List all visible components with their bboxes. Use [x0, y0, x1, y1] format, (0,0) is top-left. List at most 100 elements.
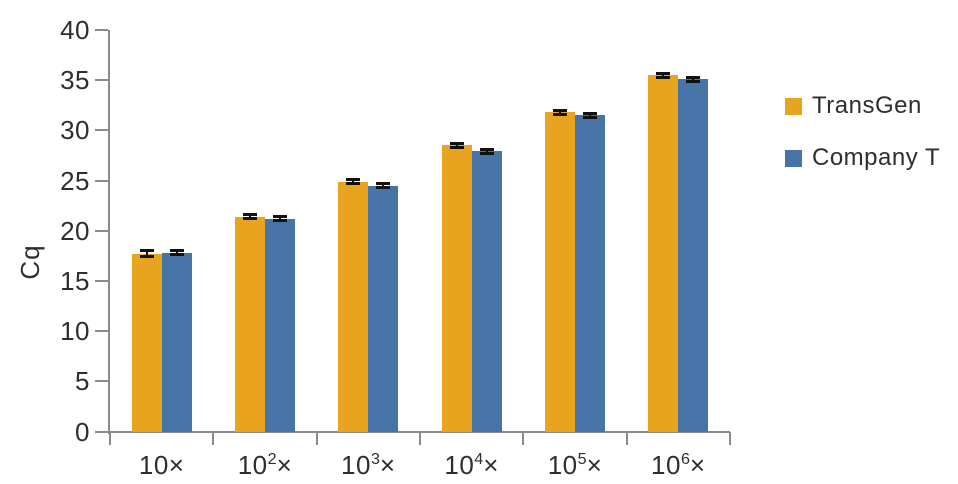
error-bar-stem	[692, 77, 695, 82]
error-bar-cap-top	[273, 215, 287, 219]
x-label-base: 10	[341, 450, 371, 480]
x-tick-mark	[729, 432, 731, 445]
x-label-times-sign: ×	[689, 450, 706, 480]
x-label-times-sign: ×	[586, 450, 603, 480]
error-bar-stem	[175, 250, 178, 255]
error-bar-cap-bottom	[686, 79, 701, 83]
error-bar-cap-top	[346, 178, 361, 182]
x-category-label: 105×	[523, 447, 626, 483]
x-label-exponent: 4	[474, 450, 484, 469]
x-label-exponent: 5	[577, 450, 587, 469]
bar-transgen-0	[131, 253, 162, 432]
y-axis-line	[108, 30, 110, 434]
x-label-times-sign: ×	[276, 450, 293, 480]
error-bar-cap-bottom	[656, 75, 671, 79]
y-tick-mark	[95, 380, 108, 383]
x-category-label: 104×	[420, 447, 523, 483]
error-bar-stem	[589, 113, 591, 118]
y-tick-label: 30	[60, 115, 90, 146]
error-bar-stem	[145, 250, 148, 257]
error-bar-cap-bottom	[169, 253, 184, 257]
error-bar-stem	[352, 179, 355, 184]
bar-transgen-4	[545, 112, 575, 432]
bar-company-t-1	[265, 218, 295, 432]
x-label-base: 10	[547, 450, 578, 480]
error-bar-cap-bottom	[553, 112, 567, 116]
x-label-exponent: 3	[370, 450, 380, 469]
error-bar-cap-bottom	[583, 115, 597, 119]
y-tick-label: 20	[60, 215, 90, 246]
bar-company-t-0	[161, 252, 192, 432]
y-tick-label: 0	[75, 416, 90, 447]
x-label-exponent: 2	[267, 450, 277, 469]
x-label-times-sign: ×	[483, 450, 499, 480]
x-tick-mark	[109, 432, 111, 445]
y-tick-label: 5	[75, 366, 90, 397]
x-tick-mark	[522, 432, 525, 445]
x-category-label: 103×	[317, 447, 420, 483]
error-bar-cap-top	[553, 108, 567, 112]
legend-label-company-t: Company T	[812, 144, 941, 171]
x-label-exponent: 6	[680, 450, 690, 469]
error-bar-cap-bottom	[376, 186, 391, 190]
error-bar-stem	[662, 73, 665, 78]
y-tick-mark	[95, 29, 108, 31]
bar-company-t-4	[575, 115, 605, 432]
error-bar-cap-top	[243, 213, 257, 217]
y-tick-label: 25	[60, 165, 90, 196]
bar-transgen-2	[338, 181, 369, 432]
error-bar-stem	[279, 216, 281, 221]
error-bar-stem	[559, 110, 561, 115]
x-label-base: 10	[444, 450, 475, 480]
error-bar-cap-bottom	[273, 219, 287, 223]
y-tick-label: 10	[60, 316, 90, 347]
error-bar-cap-bottom	[346, 182, 361, 186]
x-label-base: 10	[138, 450, 169, 480]
y-tick-mark	[95, 179, 108, 182]
bar-transgen-3	[441, 145, 472, 432]
x-label-base: 10	[237, 450, 268, 480]
x-tick-mark	[625, 432, 628, 445]
error-bar-stem	[382, 183, 385, 188]
error-bar-stem	[249, 214, 251, 219]
legend-swatch-transgen	[785, 97, 802, 115]
error-bar-cap-top	[169, 249, 184, 253]
error-bar-stem	[485, 149, 488, 154]
y-tick-mark	[95, 229, 108, 232]
x-tick-mark	[315, 432, 318, 445]
x-label-base: 10	[651, 450, 681, 480]
error-bar-cap-bottom	[449, 145, 464, 149]
y-tick-mark	[95, 430, 108, 433]
y-tick-mark	[95, 279, 108, 282]
x-category-label: 106×	[627, 447, 730, 483]
y-tick-mark	[95, 129, 108, 132]
error-bar-cap-top	[449, 141, 464, 145]
y-tick-label: 35	[60, 65, 90, 96]
bar-company-t-3	[471, 151, 502, 432]
error-bar-cap-top	[656, 71, 671, 75]
error-bar-cap-top	[479, 147, 494, 151]
x-tick-mark	[212, 432, 215, 445]
y-tick-mark	[95, 330, 108, 333]
x-label-times-sign: ×	[379, 450, 396, 480]
error-bar-cap-top	[376, 182, 391, 186]
bar-company-t-2	[368, 185, 399, 432]
error-bar-stem	[455, 143, 458, 148]
legend-item-transgen: TransGen	[785, 92, 922, 120]
x-category-label: 10×	[110, 447, 213, 483]
error-bar-cap-top	[139, 249, 154, 253]
error-bar-cap-top	[583, 111, 597, 115]
error-bar-cap-bottom	[243, 217, 257, 221]
error-bar-cap-bottom	[479, 151, 494, 155]
y-tick-mark	[95, 79, 108, 82]
legend-swatch-company-t	[785, 149, 802, 167]
bar-company-t-5	[678, 79, 709, 432]
legend-label-transgen: TransGen	[812, 92, 922, 119]
bar-transgen-1	[235, 216, 265, 432]
y-tick-label: 40	[60, 15, 90, 45]
x-category-label: 102×	[213, 447, 316, 483]
legend-item-company-t: Company T	[785, 144, 940, 172]
x-label-times-sign: ×	[168, 450, 185, 480]
